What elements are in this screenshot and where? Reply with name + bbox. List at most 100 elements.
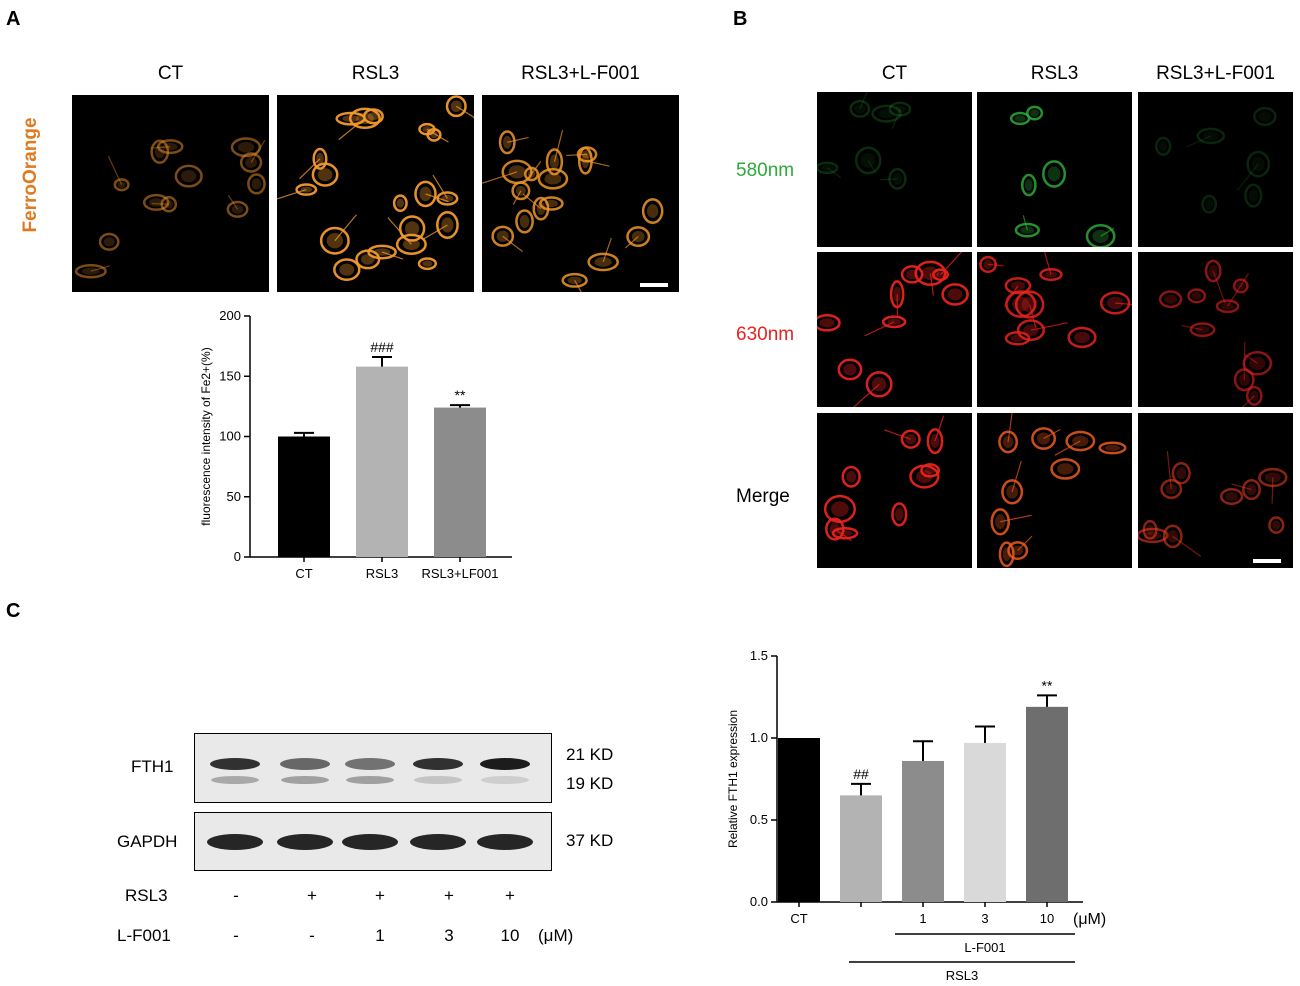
bar [902,760,944,902]
cell-blob [539,196,564,211]
cell-blob [1171,462,1191,485]
cell-blob [1158,290,1183,309]
cell-blob [511,181,531,205]
micrograph-b-r2-c1 [977,413,1132,568]
y-axis-label: Relative FTH1 expression [726,710,740,848]
cell-blob [990,508,1032,536]
cell-blob [1142,519,1158,540]
cell-blob [823,494,856,524]
cell-blob [1162,524,1202,557]
cell-blob [900,265,924,284]
cell-blob [1215,273,1249,314]
cell-blob [239,139,266,173]
cell-blob [1026,105,1044,121]
scale-bar [640,283,668,287]
panel-b-col-rsl3: RSL3 [1030,63,1079,84]
cell-blob [1007,535,1033,561]
cell-blob [338,107,381,141]
micrograph-b-r0-c0 [817,92,972,247]
panel-a-letter: A [6,8,21,30]
panel-c-letter: C [6,600,21,622]
cell-blob [1242,351,1273,376]
bar [434,407,486,557]
cell-blob [1219,488,1244,505]
cell-blob [398,215,426,242]
band-fth1-19kd [346,776,394,784]
western-blot-gapdh [194,812,552,871]
band-fth1-19kd [481,776,529,784]
blot-size-37kd: 37 KD [566,831,614,850]
treatment-value: - [309,926,315,945]
cell-blob [1186,127,1226,148]
cell-blob [561,272,588,292]
band-fth1-21kd [345,758,395,770]
treatment-label-lf001: L-F001 [117,926,171,945]
cell-blob [414,180,449,208]
cell-blob [445,95,474,119]
blot-label-gapdh: GAPDH [117,832,178,851]
micrograph-b-r1-c1 [977,252,1132,407]
cell-blob [482,159,533,185]
cell-blob [1031,427,1061,450]
cell-blob [74,264,110,279]
cell-blob [1001,460,1024,505]
blot-size-21kd: 21 KD [566,745,614,764]
panel-a-col-rsl3-lf001: RSL3+L-F001 [521,63,640,84]
cell-blob [515,209,534,234]
panel-b-row-580nm: 580nm [736,160,795,181]
cell-blob [1187,288,1207,304]
panel-b-col-ct: CT [881,63,908,84]
y-axis-label: fluorescence intensity of Fe2+(%) [199,347,213,525]
cell-blob [817,161,842,179]
treatment-value: 1 [375,926,385,945]
cell-blob [880,167,907,190]
cell-blob [1268,516,1285,534]
cell-blob [998,541,1015,568]
y-tick-label: 200 [219,308,241,323]
cell-blob [277,183,318,200]
x-unit-label: (μM) [1073,911,1106,928]
treatment-value: - [233,926,239,945]
cell-blob [1042,160,1067,188]
cell-blob [1236,150,1271,191]
cell-blob [319,214,357,255]
cell-blob [1231,478,1261,501]
cell-blob [998,413,1018,454]
cell-blob [941,283,969,306]
significance-label: ** [1042,677,1053,693]
band-fth1-19kd [211,776,259,784]
cell-blob [1233,342,1255,392]
cell-blob [387,217,427,255]
y-tick-label: 0.5 [750,812,768,827]
chart-fe2-intensity: 0 50 100 150 200 fluorescence intensity of Fe… [170,300,540,600]
cell-blob [1098,441,1127,455]
cell-blob [831,526,859,540]
band-fth1-21kd [413,758,463,770]
y-tick-label: 50 [227,489,241,504]
band-gapdh [207,834,263,850]
cell-blob [641,198,664,224]
panel-b-col-rsl3-lf001: RSL3+L-F001 [1156,63,1275,84]
cell-blob [979,255,1004,274]
bar [840,795,882,902]
significance-label: ## [853,766,869,782]
cell-blob [423,211,459,240]
cell-blob [1067,326,1097,349]
panel-a-col-ct: CT [157,63,184,84]
treatment-value: + [307,886,317,905]
cell-blob [587,237,619,272]
x-tick-label: 10 [1040,911,1054,926]
cell-blob [418,122,449,143]
band-gapdh [277,834,333,850]
cell-blob [1021,173,1037,197]
cell-blob [884,429,921,449]
cell-blob [417,257,438,271]
cell-blob [888,101,912,129]
micrograph-b-r0-c1 [977,92,1132,247]
bar [964,742,1006,902]
cell-blob [1244,183,1263,208]
cell-blob [226,194,249,218]
cell-blob [522,193,550,221]
cell-blob [1016,319,1068,342]
cell-blob [566,146,598,163]
